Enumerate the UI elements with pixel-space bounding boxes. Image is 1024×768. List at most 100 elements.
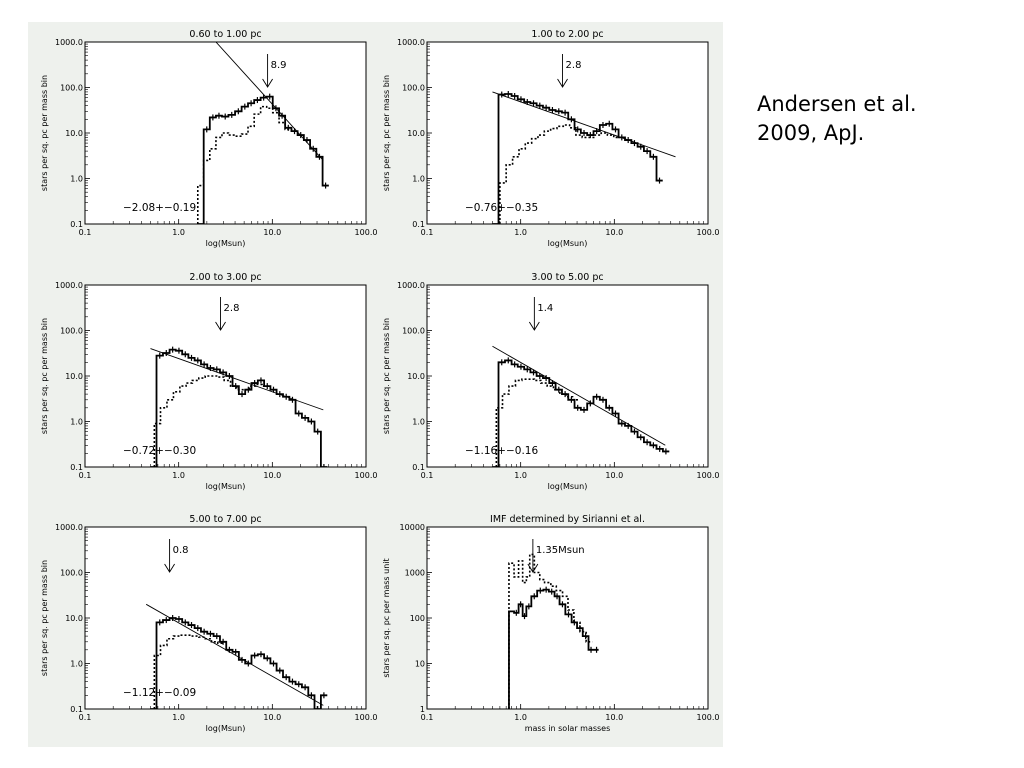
- plot-frame: [426, 284, 709, 468]
- x-axis-label: log(Msun): [206, 482, 246, 491]
- x-tick-label: 10.0: [263, 713, 281, 722]
- arrow-label: 8.9: [271, 60, 287, 71]
- plot-frame: [426, 41, 709, 225]
- chart-title: 5.00 to 7.00 pc: [189, 514, 261, 525]
- y-tick-label: 100.0: [402, 84, 425, 93]
- arrow-head: [528, 321, 540, 331]
- x-tick-label: 0.1: [79, 228, 92, 237]
- y-tick-label: 10.0: [65, 372, 83, 381]
- y-axis-label: stars per sq. pc per mass bin: [382, 318, 391, 434]
- x-tick-label: 10.0: [263, 228, 281, 237]
- y-tick-label: 100: [410, 614, 425, 623]
- y-tick-label: 10.0: [407, 372, 425, 381]
- x-tick-label: 100.0: [697, 228, 720, 237]
- figure-panel: 0.60 to 1.00 pc 0.1 1.0 10.0 100.0 0.1 1.0 10.0…: [28, 22, 723, 747]
- arrow-head: [262, 78, 273, 88]
- x-axis-label: mass in solar masses: [525, 724, 611, 733]
- y-tick-label: 10.0: [65, 614, 83, 623]
- y-axis-label: stars per sq. pc per mass bin: [40, 560, 49, 676]
- y-tick-label: 1.0: [70, 418, 83, 427]
- y-tick-label: 0.1: [70, 463, 83, 472]
- x-axis-label: log(Msun): [548, 239, 588, 248]
- x-tick-label: 1.0: [514, 713, 527, 722]
- y-tick-label: 1000.0: [397, 38, 425, 47]
- imf-plots-grid: 0.60 to 1.00 pc 0.1 1.0 10.0 100.0 0.1 1.0 10.0…: [40, 29, 720, 733]
- x-tick-label: 10.0: [605, 228, 623, 237]
- y-tick-label: 0.1: [70, 705, 83, 714]
- x-tick-label: 0.1: [421, 713, 434, 722]
- plot-frame: [84, 41, 367, 225]
- y-tick-label: 1: [420, 705, 425, 714]
- y-tick-label: 10.0: [407, 129, 425, 138]
- x-tick-label: 100.0: [355, 228, 378, 237]
- arrow-head: [215, 321, 226, 331]
- y-tick-label: 10: [415, 660, 425, 669]
- fit-label: −1.16+−0.16: [465, 445, 538, 457]
- arrow-label: 1.35Msun: [536, 545, 585, 556]
- x-tick-label: 0.1: [79, 713, 92, 722]
- y-tick-label: 1000: [405, 569, 425, 578]
- chart-3: 2.00 to 3.00 pc 0.1 1.0 10.0 100.0 0.1 1.0 10.0…: [40, 272, 377, 491]
- y-axis-label: stars per sq. pc per mass bin: [40, 75, 49, 191]
- x-tick-label: 1.0: [172, 713, 185, 722]
- y-tick-label: 100.0: [60, 84, 83, 93]
- chart-title: 1.00 to 2.00 pc: [531, 29, 603, 40]
- y-tick-label: 1.0: [70, 175, 83, 184]
- x-tick-label: 0.1: [421, 471, 434, 480]
- x-tick-label: 10.0: [605, 471, 623, 480]
- chart-title: IMF determined by Sirianni et al.: [490, 514, 645, 525]
- y-tick-label: 100.0: [60, 327, 83, 336]
- histogram-dotted: [196, 105, 298, 224]
- x-tick-label: 100.0: [697, 713, 720, 722]
- citation-line-2: 2009, ApJ.: [757, 121, 865, 145]
- y-tick-label: 10000: [400, 523, 425, 532]
- arrow-head: [527, 563, 539, 573]
- y-tick-label: 1.0: [412, 175, 425, 184]
- histogram-solid: [150, 617, 328, 709]
- x-tick-label: 100.0: [355, 471, 378, 480]
- arrow-label: 2.8: [224, 303, 240, 314]
- fit-line: [492, 345, 666, 446]
- plot-area: [196, 42, 329, 224]
- x-tick-label: 1.0: [172, 471, 185, 480]
- chart-2: 1.00 to 2.00 pc 0.1 1.0 10.0 100.0 0.1 1.0 10.0…: [382, 29, 719, 248]
- x-tick-label: 10.0: [605, 713, 623, 722]
- y-axis-label: stars per sq. pc per mass bin: [40, 318, 49, 434]
- x-tick-label: 100.0: [697, 471, 720, 480]
- chart-1: 0.60 to 1.00 pc 0.1 1.0 10.0 100.0 0.1 1.0 10.0…: [40, 29, 377, 248]
- x-tick-label: 0.1: [421, 228, 434, 237]
- y-tick-label: 100.0: [402, 327, 425, 336]
- histogram-dotted: [153, 375, 269, 467]
- x-tick-label: 1.0: [514, 471, 527, 480]
- x-axis-label: log(Msun): [206, 724, 246, 733]
- plot-frame: [426, 526, 709, 710]
- y-tick-label: 1.0: [412, 418, 425, 427]
- x-tick-label: 10.0: [263, 471, 281, 480]
- y-tick-label: 0.1: [412, 220, 425, 229]
- fit-label: −2.08+−0.19: [123, 202, 196, 214]
- fit-line: [145, 603, 324, 706]
- y-tick-label: 1.0: [70, 660, 83, 669]
- y-tick-label: 0.1: [412, 463, 425, 472]
- x-tick-label: 100.0: [355, 713, 378, 722]
- histogram-dotted: [499, 124, 621, 224]
- fit-line: [215, 42, 324, 161]
- x-tick-label: 0.1: [79, 471, 92, 480]
- y-axis-label: stars per sq. pc per mass bin: [382, 75, 391, 191]
- plot-area: [150, 346, 328, 467]
- chart-5: 5.00 to 7.00 pc 0.1 1.0 10.0 100.0 0.1 1.0 10.0…: [40, 514, 377, 733]
- fit-label: −0.76+−0.35: [465, 202, 538, 214]
- y-tick-label: 1000.0: [55, 281, 83, 290]
- chart-title: 3.00 to 5.00 pc: [531, 272, 603, 283]
- histogram-solid: [492, 359, 670, 467]
- y-tick-label: 1000.0: [55, 38, 83, 47]
- chart-title: 2.00 to 3.00 pc: [189, 272, 261, 283]
- arrow-label: 1.4: [537, 303, 553, 314]
- arrow-head: [557, 78, 568, 88]
- arrow-label: 2.8: [566, 60, 582, 71]
- x-axis-label: log(Msun): [206, 239, 246, 248]
- x-tick-label: 1.0: [172, 228, 185, 237]
- plot-frame: [84, 526, 367, 710]
- chart-4: 3.00 to 5.00 pc 0.1 1.0 10.0 100.0 0.1 1.0 10.0…: [382, 272, 719, 491]
- x-axis-label: log(Msun): [548, 482, 588, 491]
